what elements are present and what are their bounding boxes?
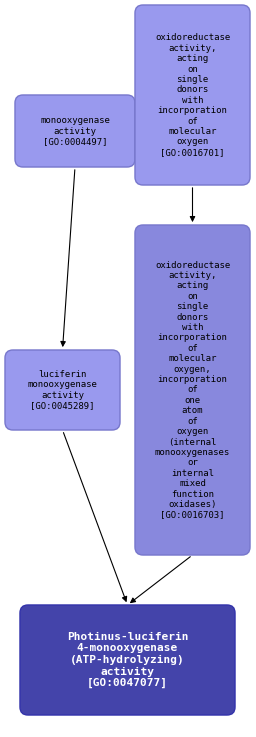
Text: oxidoreductase
activity,
acting
on
single
donors
with
incorporation
of
molecular: oxidoreductase activity, acting on singl…: [155, 33, 230, 157]
FancyBboxPatch shape: [20, 605, 235, 715]
Text: monooxygenase
activity
[GO:0004497]: monooxygenase activity [GO:0004497]: [40, 116, 110, 146]
Text: luciferin
monooxygenase
activity
[GO:0045289]: luciferin monooxygenase activity [GO:004…: [28, 370, 98, 410]
FancyBboxPatch shape: [5, 350, 120, 430]
FancyBboxPatch shape: [15, 95, 135, 167]
Text: Photinus-luciferin
4-monooxygenase
(ATP-hydrolyzing)
activity
[GO:0047077]: Photinus-luciferin 4-monooxygenase (ATP-…: [67, 632, 188, 688]
Text: oxidoreductase
activity,
acting
on
single
donors
with
incorporation
of
molecular: oxidoreductase activity, acting on singl…: [155, 261, 230, 520]
FancyBboxPatch shape: [135, 5, 250, 185]
FancyBboxPatch shape: [135, 225, 250, 555]
